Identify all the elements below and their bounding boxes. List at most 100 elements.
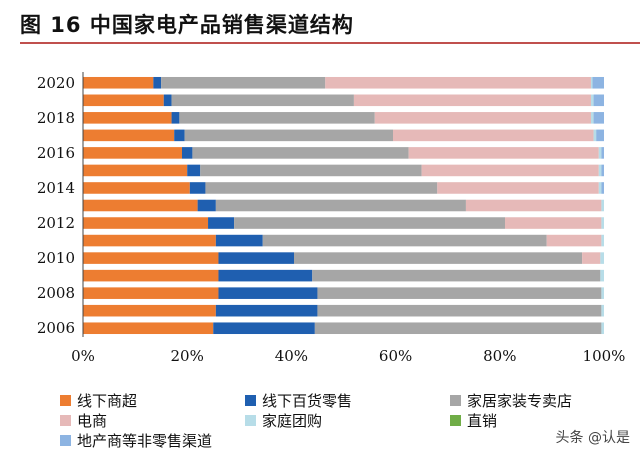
bar-segment-2009 xyxy=(600,269,604,282)
bar-segment-2010 xyxy=(83,252,219,264)
bar-segment-2014 xyxy=(601,182,604,194)
bar-segment-2018 xyxy=(179,112,375,124)
bar-segment-2017 xyxy=(174,129,185,142)
axes: 2006 2008 2010 2012 2014 2016 2018 2020 0% 20% 40%… xyxy=(37,72,626,365)
legend-label: 地产商等非零售渠道 xyxy=(77,432,213,450)
bar-segment-2015 xyxy=(187,164,201,177)
bar-segment-2008 xyxy=(83,287,219,299)
legend-swatch xyxy=(245,395,256,406)
legend-label: 电商 xyxy=(77,412,108,430)
y-tick-label: 2016 xyxy=(37,144,75,162)
bar-segment-2011 xyxy=(83,234,216,247)
y-tick-label: 2014 xyxy=(37,179,75,197)
legend-swatch xyxy=(60,415,71,426)
legend-item: 家庭团购 xyxy=(245,410,322,431)
legend-swatch xyxy=(450,395,461,406)
bar-segment-2016 xyxy=(408,147,599,159)
bar-segment-2013 xyxy=(601,199,604,212)
bar-segment-2016 xyxy=(83,147,182,159)
bar-segment-2016 xyxy=(192,147,409,159)
bar-segment-2013 xyxy=(83,199,198,212)
bar-segment-2020 xyxy=(592,76,604,89)
bar-segment-2006 xyxy=(83,322,214,335)
bar-segment-2019 xyxy=(593,94,604,107)
bar-segment-2016 xyxy=(601,147,604,159)
y-tick-label: 2018 xyxy=(37,109,75,127)
bar-segment-2016 xyxy=(598,147,602,159)
bar-segment-2007 xyxy=(83,304,216,317)
bar-segment-2018 xyxy=(374,112,591,124)
bar-segment-2018 xyxy=(83,112,172,124)
bar-segment-2011 xyxy=(262,234,547,247)
bar-segment-2012 xyxy=(208,217,235,229)
bar-segment-2017 xyxy=(83,129,175,142)
bar-segment-2015 xyxy=(598,164,602,177)
bar-segment-2006 xyxy=(213,322,315,335)
legend-item: 地产商等非零售渠道 xyxy=(60,430,212,451)
bar-segment-2019 xyxy=(163,94,172,107)
bar-segment-2014 xyxy=(437,182,599,194)
bar-segment-2017 xyxy=(596,129,604,142)
bar-segment-2019 xyxy=(171,94,354,107)
legend-swatch xyxy=(245,415,256,426)
x-tick-label: 100% xyxy=(583,347,626,365)
x-tick-label: 0% xyxy=(71,347,95,365)
bar-segment-2010 xyxy=(218,252,295,264)
bar-group xyxy=(83,76,604,335)
bar-segment-2008 xyxy=(317,287,602,299)
bar-segment-2010 xyxy=(582,252,601,264)
legend-label: 直销 xyxy=(467,412,498,430)
bar-segment-2010 xyxy=(600,252,604,264)
legend-swatch xyxy=(60,395,71,406)
bar-segment-2007 xyxy=(215,304,318,317)
bar-segment-2018 xyxy=(590,112,594,124)
legend-item: 线下商超 xyxy=(60,390,137,411)
legend-label: 线下商超 xyxy=(77,392,138,410)
chart-legend: 线下商超 线下百货零售 家居家装专卖店电商 家庭团购 直销地产商等非零售渠道 xyxy=(60,386,620,452)
x-tick-label: 20% xyxy=(171,347,204,365)
bar-segment-2009 xyxy=(312,269,601,282)
figure-title: 图 16 中国家电产品销售渠道结构 xyxy=(20,13,354,37)
y-tick-label: 2012 xyxy=(37,214,75,232)
bar-segment-2008 xyxy=(218,287,318,299)
title-rule xyxy=(20,42,640,44)
bar-segment-2006 xyxy=(601,322,604,335)
bar-segment-2020 xyxy=(153,76,162,89)
watermark: 头条 @认是 xyxy=(555,430,630,446)
bar-segment-2014 xyxy=(189,182,206,194)
bar-segment-2008 xyxy=(601,287,604,299)
bar-segment-2020 xyxy=(83,76,154,89)
bar-segment-2012 xyxy=(505,217,602,229)
bar-segment-2006 xyxy=(314,322,602,335)
bar-segment-2012 xyxy=(234,217,506,229)
legend-swatch xyxy=(450,415,461,426)
legend-label: 线下百货零售 xyxy=(262,392,353,410)
bar-segment-2015 xyxy=(200,164,422,177)
bar-segment-2015 xyxy=(83,164,188,177)
bar-segment-2011 xyxy=(215,234,263,247)
bar-segment-2020 xyxy=(590,76,593,89)
bar-segment-2011 xyxy=(546,234,602,247)
x-tick-label: 40% xyxy=(275,347,308,365)
bar-segment-2014 xyxy=(598,182,602,194)
bar-segment-2019 xyxy=(83,94,164,107)
bar-segment-2017 xyxy=(184,129,393,142)
y-tick-label: 2006 xyxy=(37,319,75,337)
bar-segment-2016 xyxy=(181,147,193,159)
bar-segment-2018 xyxy=(171,112,180,124)
bar-segment-2007 xyxy=(317,304,602,317)
x-tick-label: 80% xyxy=(483,347,516,365)
bar-segment-2018 xyxy=(593,112,604,124)
legend-item: 家居家装专卖店 xyxy=(450,390,572,411)
bar-segment-2010 xyxy=(294,252,583,264)
bar-segment-2013 xyxy=(465,199,602,212)
bar-segment-2019 xyxy=(590,94,594,107)
bar-segment-2015 xyxy=(601,164,604,177)
x-tick-label: 60% xyxy=(379,347,412,365)
bar-segment-2007 xyxy=(601,304,604,317)
bar-segment-2020 xyxy=(161,76,326,89)
bar-segment-2012 xyxy=(83,217,209,229)
bar-segment-2014 xyxy=(83,182,190,194)
bar-segment-2017 xyxy=(393,129,594,142)
y-tick-label: 2008 xyxy=(37,284,75,302)
